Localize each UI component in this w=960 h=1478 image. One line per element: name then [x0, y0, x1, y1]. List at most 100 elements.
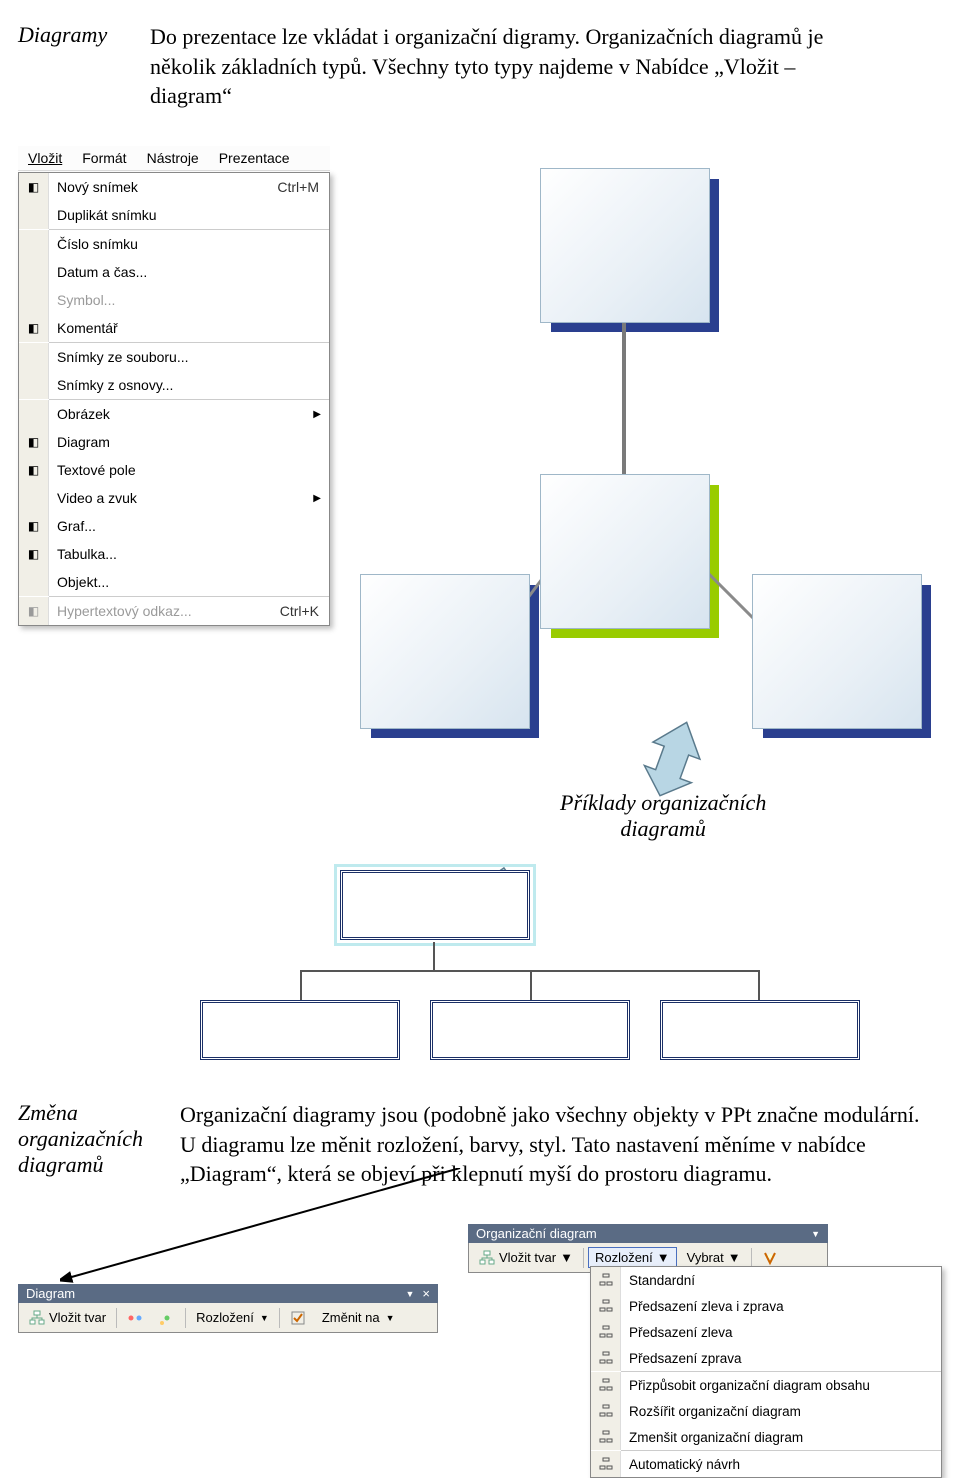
section-heading-diagramy: Diagramy	[18, 22, 107, 48]
layout-menu-label: Standardní	[621, 1273, 695, 1288]
paragraph-intro: Do prezentace lze vkládat i organizační …	[150, 22, 880, 111]
submenu-arrow-icon: ▶	[313, 409, 321, 420]
diagram-icon: ◧	[19, 428, 49, 456]
menu-item-shortcut: Ctrl+M	[277, 179, 329, 195]
menu-item[interactable]: ◧Textové pole	[19, 456, 329, 484]
hier-child-3	[660, 1000, 860, 1060]
toolbar-sep	[583, 1248, 584, 1268]
menu-item-label: Snímky ze souboru...	[49, 349, 329, 365]
insert-shape-button[interactable]: Vložit tvar▼	[473, 1248, 579, 1268]
toolbar-title: Diagram	[26, 1286, 75, 1301]
new-slide-icon: ◧	[19, 173, 49, 201]
shrink-icon	[591, 1424, 621, 1450]
layout-menu-item[interactable]: Standardní	[591, 1267, 941, 1293]
submenu-arrow-icon: ▶	[313, 493, 321, 504]
menu-item[interactable]: ◧Graf...	[19, 512, 329, 540]
menu-item-label: Diagram	[49, 434, 329, 450]
menu-item[interactable]: ◧Tabulka...	[19, 540, 329, 568]
menu-item[interactable]: Datum a čas...	[19, 258, 329, 286]
diagram-toolbar: Diagram ▼ × Vložit tvar Rozložení▼ Změni…	[18, 1284, 438, 1333]
layout-menu-item[interactable]: Automatický návrh	[591, 1451, 941, 1477]
menu-item[interactable]: Duplikát snímku	[19, 201, 329, 229]
toolbar-titlebar[interactable]: Organizační diagram ▼	[468, 1224, 828, 1243]
menu-item-label: Video a zvuk	[49, 490, 329, 506]
insert-shape-icon	[29, 1310, 45, 1326]
pointer-line	[60, 1168, 470, 1288]
hier-line-c3	[758, 970, 760, 1000]
menu-item[interactable]: ◧Komentář	[19, 314, 329, 342]
layout-menu-item[interactable]: Předsazení zleva	[591, 1319, 941, 1345]
menu-item[interactable]: Snímky z osnovy...	[19, 371, 329, 399]
menu-vlozit[interactable]: Vložit	[18, 146, 72, 170]
menu-item[interactable]: Snímky ze souboru...	[19, 343, 329, 371]
blank-icon	[19, 484, 49, 512]
insert-shape-label: Vložit tvar	[499, 1250, 556, 1265]
layout-menu-label: Zmenšit organizační diagram	[621, 1430, 803, 1445]
blank-icon	[19, 286, 49, 314]
close-icon[interactable]: ×	[422, 1286, 430, 1301]
zmenit-na-button[interactable]: Změnit na▼	[316, 1308, 401, 1327]
rozlozeni-button[interactable]: Rozložení▼	[190, 1308, 275, 1327]
hier-root-box	[340, 870, 530, 940]
zmenit-label: Změnit na	[322, 1310, 380, 1325]
vybrat-button[interactable]: Vybrat▼	[681, 1248, 747, 1267]
toolbar-titlebar[interactable]: Diagram ▼ ×	[18, 1284, 438, 1303]
hier-child-1	[200, 1000, 400, 1060]
insert-menu-screenshot: Vložit Formát Nástroje Prezentace ◧Nový …	[18, 146, 330, 626]
cycle-icon-button[interactable]	[121, 1308, 149, 1328]
layout-std-icon	[591, 1267, 621, 1293]
menubar: Vložit Formát Nástroje Prezentace	[18, 146, 330, 171]
menu-item-label: Datum a čas...	[49, 264, 329, 280]
auto-icon	[591, 1451, 621, 1477]
expand-icon	[591, 1398, 621, 1424]
menu-format[interactable]: Formát	[72, 146, 136, 170]
toolbar-sep	[751, 1248, 752, 1268]
move-icon-button[interactable]	[153, 1308, 181, 1328]
blank-icon	[19, 371, 49, 399]
blank-icon	[19, 568, 49, 596]
org-box-left	[360, 574, 530, 729]
menu-prezentace[interactable]: Prezentace	[209, 146, 300, 170]
layout-menu-item[interactable]: Předsazení zleva i zprava	[591, 1293, 941, 1319]
rozlozeni-button[interactable]: Rozložení▼	[588, 1247, 677, 1268]
layout-menu-label: Rozšířit organizační diagram	[621, 1404, 801, 1419]
menu-item[interactable]: ◧Nový snímekCtrl+M	[19, 173, 329, 201]
autoformat-icon-button[interactable]	[756, 1248, 784, 1268]
table-icon: ◧	[19, 540, 49, 568]
menu-item[interactable]: ◧Hypertextový odkaz...Ctrl+K	[19, 597, 329, 625]
layout-left-icon	[591, 1319, 621, 1345]
menu-item[interactable]: Symbol...	[19, 286, 329, 314]
insert-shape-label: Vložit tvar	[49, 1310, 106, 1325]
toolbar-dropdown-icon[interactable]: ▼	[405, 1289, 414, 1299]
insert-shape-button[interactable]: Vložit tvar	[23, 1308, 112, 1328]
toolbar-dropdown-icon[interactable]: ▼	[811, 1229, 820, 1239]
comment-icon: ◧	[19, 314, 49, 342]
toolbar-sep	[279, 1308, 280, 1328]
menu-item-label: Duplikát snímku	[49, 207, 329, 223]
hyperlink-icon: ◧	[19, 597, 49, 625]
layout-menu-item[interactable]: Zmenšit organizační diagram	[591, 1424, 941, 1450]
menu-item[interactable]: Číslo snímku	[19, 230, 329, 258]
menu-item[interactable]: ◧Diagram	[19, 428, 329, 456]
menu-item[interactable]: Obrázek▶	[19, 400, 329, 428]
menu-item-label: Graf...	[49, 518, 329, 534]
menu-item-label: Objekt...	[49, 574, 329, 590]
blank-icon	[19, 258, 49, 286]
textbox-icon: ◧	[19, 456, 49, 484]
layout-menu-item[interactable]: Rozšířit organizační diagram	[591, 1398, 941, 1424]
hier-child-2	[430, 1000, 630, 1060]
arrow-up-icon	[638, 720, 708, 800]
menu-item[interactable]: Video a zvuk▶	[19, 484, 329, 512]
org-box-center	[540, 474, 710, 629]
org-box-right	[752, 574, 922, 729]
menu-item[interactable]: Objekt...	[19, 568, 329, 596]
menu-item-label: Číslo snímku	[49, 236, 329, 252]
layout-menu-item[interactable]: Předsazení zprava	[591, 1345, 941, 1371]
menu-item-label: Hypertextový odkaz...	[49, 603, 280, 619]
layout-menu-item[interactable]: Přizpůsobit organizační diagram obsahu	[591, 1372, 941, 1398]
blank-icon	[19, 230, 49, 258]
autoformat-icon-button[interactable]	[284, 1308, 312, 1328]
menu-nastroje[interactable]: Nástroje	[137, 146, 209, 170]
layout-both-icon	[591, 1293, 621, 1319]
toolbar-title: Organizační diagram	[476, 1226, 597, 1241]
